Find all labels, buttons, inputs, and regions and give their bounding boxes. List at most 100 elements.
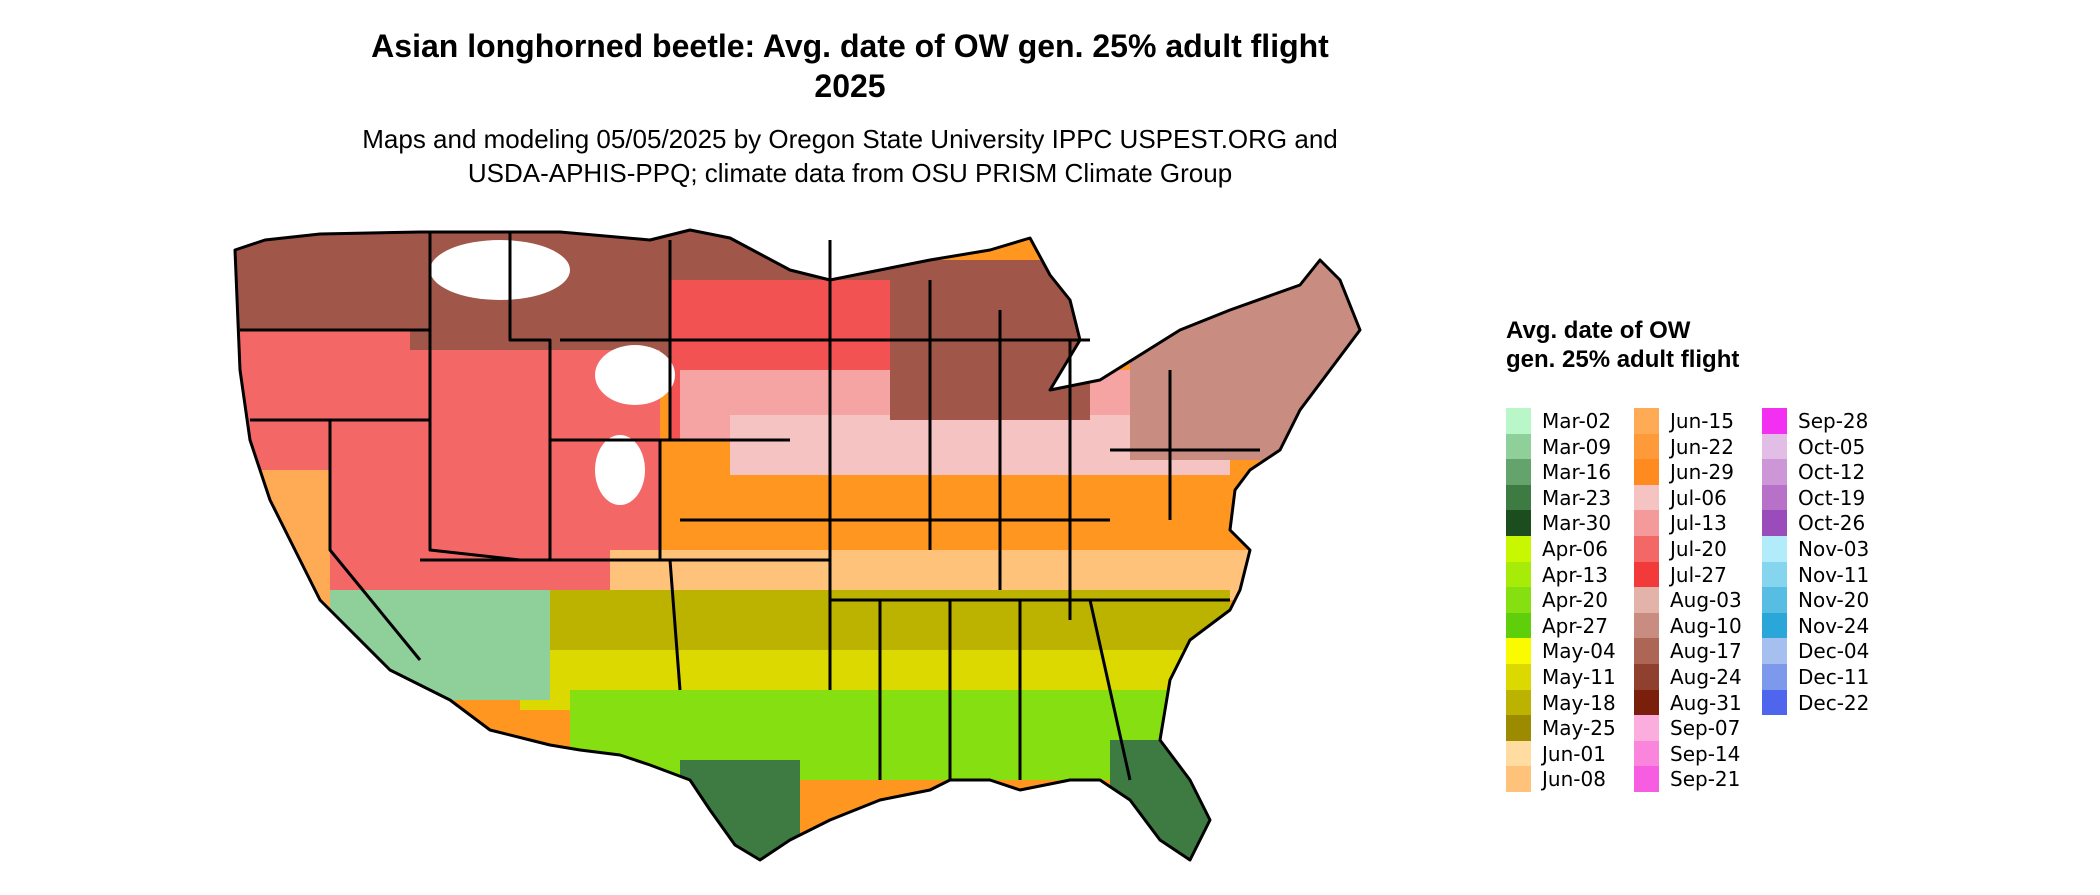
legend-swatch <box>1506 766 1531 792</box>
legend-label: Jun-15 <box>1670 409 1734 433</box>
legend-label: Aug-24 <box>1670 664 1742 689</box>
legend-swatch <box>1634 510 1659 536</box>
legend-label: Oct-05 <box>1798 434 1866 459</box>
legend-column: Sep-28 Oct-05 Oct-12 Oct-19 Oct-26 Nov-03 Nov-… <box>1762 408 1892 716</box>
legend-swatch <box>1506 484 1531 511</box>
legend-label: Jun-01 <box>1542 741 1606 766</box>
legend-label: Sep-14 <box>1670 741 1741 766</box>
legend-item: Dec-11 <box>1762 663 1892 690</box>
map-subtitle: Maps and modeling 05/05/2025 by Oregon S… <box>150 122 1550 190</box>
legend-label: Jun-08 <box>1542 767 1606 792</box>
legend-swatch <box>1634 484 1659 511</box>
legend-label: Apr-20 <box>1542 588 1608 613</box>
legend-swatch <box>1506 612 1531 639</box>
region-florida-south <box>1110 740 1230 860</box>
legend-item: Apr-13 <box>1506 561 1636 588</box>
legend-label: Jul-27 <box>1670 562 1727 587</box>
legend-item: Jul-06 <box>1634 484 1764 511</box>
legend-swatch <box>1634 612 1659 639</box>
legend-item: May-25 <box>1506 715 1636 741</box>
region-high-mountain-3 <box>595 435 645 505</box>
legend-label: May-18 <box>1542 690 1616 715</box>
legend-swatch <box>1506 715 1531 741</box>
legend-item: Oct-19 <box>1762 484 1892 511</box>
legend-label: Mar-09 <box>1542 434 1612 459</box>
legend-label: May-11 <box>1542 664 1616 689</box>
legend-item: Mar-23 <box>1506 484 1636 511</box>
legend-label: Sep-28 <box>1798 409 1869 433</box>
legend-item: Jul-13 <box>1634 510 1764 536</box>
legend-item: Sep-28 <box>1762 408 1892 434</box>
legend-swatch <box>1634 535 1659 562</box>
legend-item: May-18 <box>1506 689 1636 716</box>
legend-item: Jun-01 <box>1506 740 1636 767</box>
legend-item: Jun-15 <box>1634 408 1764 434</box>
legend-item: Jun-22 <box>1634 433 1764 460</box>
legend-swatch <box>1506 535 1531 562</box>
legend-item: Sep-21 <box>1634 766 1764 792</box>
legend-label: Nov-03 <box>1798 536 1870 561</box>
legend-label: Oct-26 <box>1798 511 1866 536</box>
region-high-mountain <box>430 240 570 300</box>
legend-label: Jul-06 <box>1670 485 1727 510</box>
legend-swatch <box>1634 689 1659 716</box>
legend-label: Dec-11 <box>1798 664 1870 689</box>
legend-label: Jun-22 <box>1670 434 1734 459</box>
legend-label: May-25 <box>1542 716 1616 741</box>
legend-swatch <box>1634 740 1659 767</box>
legend-item: Jun-08 <box>1506 766 1636 792</box>
legend-item: Apr-06 <box>1506 535 1636 562</box>
map-title-line2: 2025 <box>814 68 886 104</box>
legend-item: Aug-31 <box>1634 689 1764 716</box>
legend-swatch <box>1506 638 1531 664</box>
legend-item: Mar-16 <box>1506 459 1636 485</box>
legend-item: Oct-26 <box>1762 510 1892 536</box>
legend-swatch <box>1506 561 1531 588</box>
us-map-svg <box>233 228 1362 862</box>
map-title-line1: Asian longhorned beetle: Avg. date of OW… <box>371 28 1329 64</box>
legend-item: Jul-20 <box>1634 535 1764 562</box>
legend-label: May-04 <box>1542 639 1616 664</box>
legend-label: Jul-20 <box>1670 536 1727 561</box>
legend-swatch <box>1634 638 1659 664</box>
legend-label: Nov-20 <box>1798 588 1870 613</box>
legend-label: Aug-10 <box>1670 613 1742 638</box>
legend-column: Jun-15 Jun-22 Jun-29 Jul-06 Jul-13 Jul-20 Jul-… <box>1634 408 1764 792</box>
legend-label: Apr-06 <box>1542 536 1608 561</box>
legend-swatch <box>1506 408 1531 434</box>
legend-swatch <box>1762 587 1787 613</box>
legend-label: Apr-13 <box>1542 562 1608 587</box>
legend-swatch <box>1506 433 1531 460</box>
legend-swatch <box>1762 535 1787 562</box>
legend-item: Nov-20 <box>1762 587 1892 613</box>
map-subtitle-line1: Maps and modeling 05/05/2025 by Oregon S… <box>362 124 1338 154</box>
legend-item: Jun-29 <box>1634 459 1764 485</box>
legend-label: Aug-17 <box>1670 639 1742 664</box>
legend-swatch <box>1762 561 1787 588</box>
legend-swatch <box>1762 689 1787 716</box>
legend-title: Avg. date of OW gen. 25% adult flight <box>1506 317 1740 373</box>
legend-swatch <box>1634 561 1659 588</box>
legend-swatch <box>1634 715 1659 741</box>
legend-swatch <box>1762 484 1787 511</box>
legend-label: Mar-16 <box>1542 460 1612 485</box>
legend-label: Oct-12 <box>1798 460 1866 485</box>
legend-item: Aug-17 <box>1634 638 1764 664</box>
legend-item: Mar-02 <box>1506 408 1636 434</box>
map-title: Asian longhorned beetle: Avg. date of OW… <box>150 26 1550 106</box>
legend-item: Aug-24 <box>1634 663 1764 690</box>
legend-label: Jul-13 <box>1670 511 1727 536</box>
legend-label: Mar-02 <box>1542 409 1612 433</box>
legend-swatch <box>1506 663 1531 690</box>
legend-item: Dec-22 <box>1762 689 1892 716</box>
legend-label: Dec-04 <box>1798 639 1870 664</box>
legend-label: Apr-27 <box>1542 613 1608 638</box>
legend-swatch <box>1634 433 1659 460</box>
legend-label: Mar-23 <box>1542 485 1612 510</box>
legend-item: Dec-04 <box>1762 638 1892 664</box>
legend-swatch <box>1506 689 1531 716</box>
legend-swatch <box>1762 510 1787 536</box>
legend-label: Nov-24 <box>1798 613 1870 638</box>
map-subtitle-line2: USDA-APHIS-PPQ; climate data from OSU PR… <box>467 158 1233 188</box>
state-borders <box>233 228 1362 862</box>
